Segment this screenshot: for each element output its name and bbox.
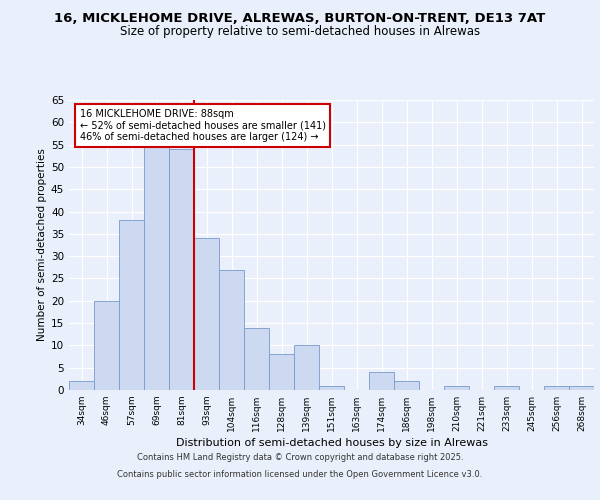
Bar [444,386,469,390]
Bar [544,386,569,390]
Y-axis label: Number of semi-detached properties: Number of semi-detached properties [37,148,47,342]
Bar [194,238,219,390]
Text: Contains HM Land Registry data © Crown copyright and database right 2025.: Contains HM Land Registry data © Crown c… [137,452,463,462]
Bar [394,381,419,390]
Bar [244,328,269,390]
Bar [494,386,519,390]
Text: 16, MICKLEHOME DRIVE, ALREWAS, BURTON-ON-TRENT, DE13 7AT: 16, MICKLEHOME DRIVE, ALREWAS, BURTON-ON… [55,12,545,26]
Bar [369,372,394,390]
Bar [569,386,594,390]
X-axis label: Distribution of semi-detached houses by size in Alrewas: Distribution of semi-detached houses by … [176,438,487,448]
Bar [169,149,194,390]
Bar [319,386,344,390]
Text: Size of property relative to semi-detached houses in Alrewas: Size of property relative to semi-detach… [120,25,480,38]
Bar [144,144,169,390]
Bar [119,220,144,390]
Text: Contains public sector information licensed under the Open Government Licence v3: Contains public sector information licen… [118,470,482,479]
Text: 16 MICKLEHOME DRIVE: 88sqm
← 52% of semi-detached houses are smaller (141)
46% o: 16 MICKLEHOME DRIVE: 88sqm ← 52% of semi… [79,108,325,142]
Bar [69,381,94,390]
Bar [269,354,294,390]
Bar [219,270,244,390]
Bar [94,301,119,390]
Bar [294,346,319,390]
